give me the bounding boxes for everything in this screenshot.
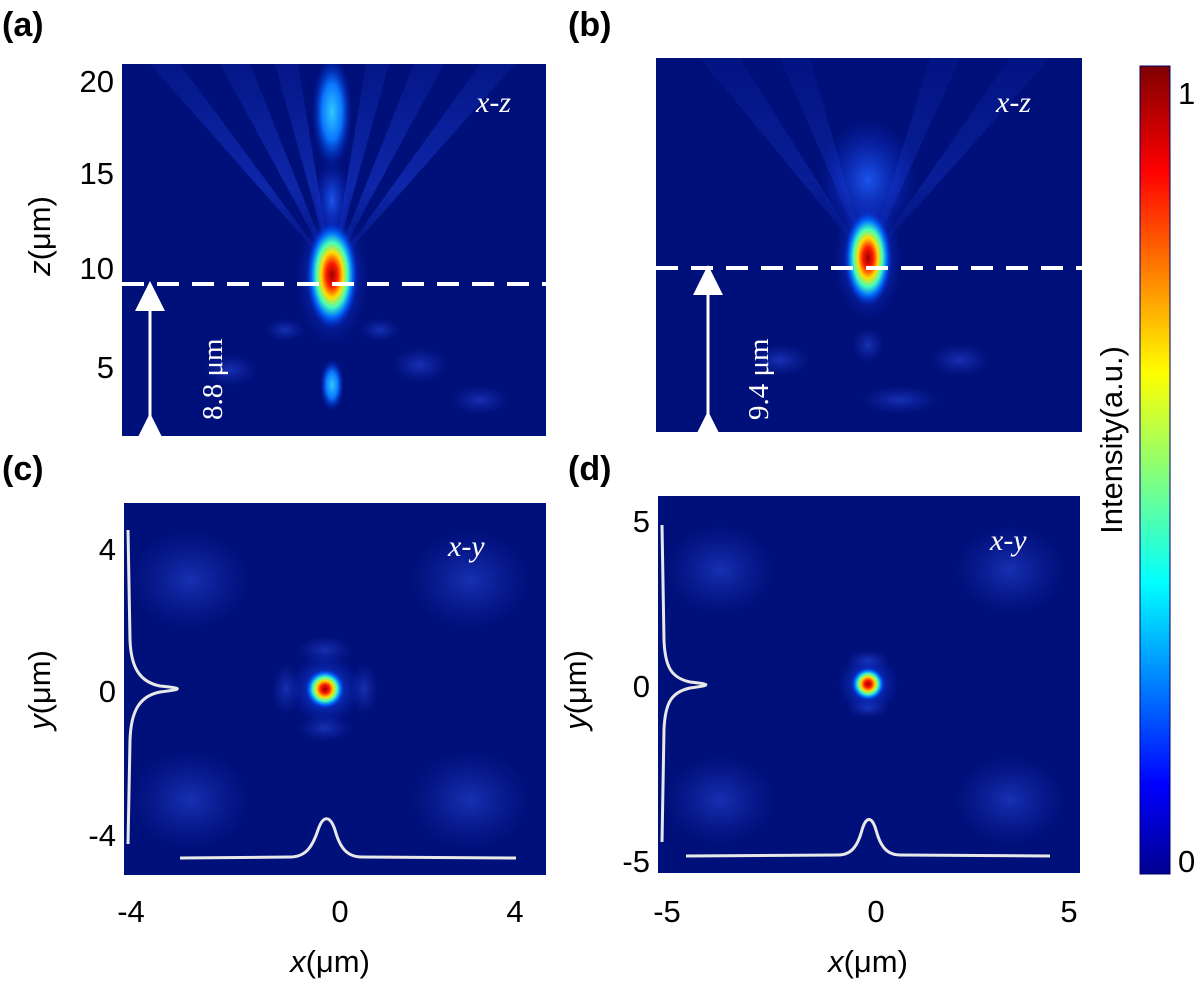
colorbar-gradient	[1139, 65, 1171, 875]
panel-a-label: (a)	[2, 6, 44, 44]
panel-a-distance-label: 8.8 μm	[197, 338, 229, 420]
panel-a-upper-beam	[312, 64, 352, 168]
panel-d-x-profile	[685, 818, 1051, 858]
panel-c-plane-label: x-y	[447, 530, 485, 563]
panel-d-y-axis-label: y(μm)	[558, 650, 593, 732]
panel-c-x-profile	[179, 817, 517, 860]
panel-b-focal-spot	[844, 210, 892, 306]
panel-d-y-profile	[660, 524, 708, 843]
panel-c-label: (c)	[2, 450, 44, 488]
colorbar-title: Intensity(a.u.)	[1094, 346, 1129, 534]
panel-d-y-ticks: 5 0 -5	[622, 504, 650, 879]
panel-c-ytick: -4	[88, 818, 116, 853]
panel-c-xtick: 4	[506, 894, 523, 929]
panel-d-ytick: 0	[633, 669, 650, 704]
panel-a-side-lobes	[150, 64, 515, 270]
panel-d-label: (d)	[568, 450, 611, 488]
panel-c-ytick: 0	[99, 674, 116, 709]
panel-a-speckle	[202, 318, 510, 414]
panel-d-ytick: 5	[633, 504, 650, 539]
panel-a-ytick: 5	[97, 350, 114, 385]
panel-d: (d) x-y 5 0 -5 -5 0 5	[558, 450, 1080, 979]
panel-c-focal-spot	[305, 669, 345, 709]
panel-b-distance-label: 9.4 μm	[743, 338, 775, 420]
panel-c-xtick: 0	[331, 894, 348, 929]
panel-c-y-axis-label: y(μm)	[22, 650, 57, 732]
panel-d-ytick: -5	[622, 844, 650, 879]
panel-b-speckle	[750, 327, 990, 414]
panel-b-label: (b)	[568, 6, 611, 44]
panel-c-x-ticks: -4 0 4	[117, 894, 523, 929]
panel-a-y-ticks: 20 15 10 5	[80, 64, 114, 385]
panel-a-ytick: 10	[80, 251, 114, 286]
panel-d-x-axis-label: x(μm)	[826, 944, 908, 979]
panel-c: (c) x-y 4 0 -4 -4	[2, 450, 546, 979]
panel-d-focal-spot	[851, 667, 885, 701]
panel-a-ytick: 20	[80, 64, 114, 99]
panel-a: (a)	[2, 6, 546, 436]
panel-a-plane-label: x-z	[475, 86, 511, 119]
panel-c-y-profile	[126, 529, 179, 845]
panel-d-x-ticks: -5 0 5	[653, 894, 1077, 929]
panel-a-y-axis-label: z(μm)	[22, 196, 57, 277]
panel-c-x-axis-label: x(μm)	[288, 944, 370, 979]
panel-c-y-ticks: 4 0 -4	[88, 532, 116, 853]
panel-d-xtick: 5	[1060, 894, 1077, 929]
colorbar-max-label: 1	[1178, 76, 1195, 111]
colorbar: 1 0 Intensity(a.u.)	[1094, 65, 1195, 879]
panel-c-ytick: 4	[99, 532, 116, 567]
panel-b: (b) x-z 9.4 μm	[568, 6, 1082, 432]
panel-c-xtick: -4	[117, 894, 145, 929]
panel-b-plane-label: x-z	[995, 86, 1031, 119]
panel-a-ytick: 15	[80, 156, 114, 191]
panel-d-plane-label: x-y	[989, 524, 1027, 557]
panel-a-focal-spot	[306, 221, 358, 329]
panel-c-speckle	[130, 530, 530, 850]
colorbar-min-label: 0	[1178, 844, 1195, 879]
panel-d-xtick: -5	[653, 894, 681, 929]
panel-d-xtick: 0	[867, 894, 884, 929]
